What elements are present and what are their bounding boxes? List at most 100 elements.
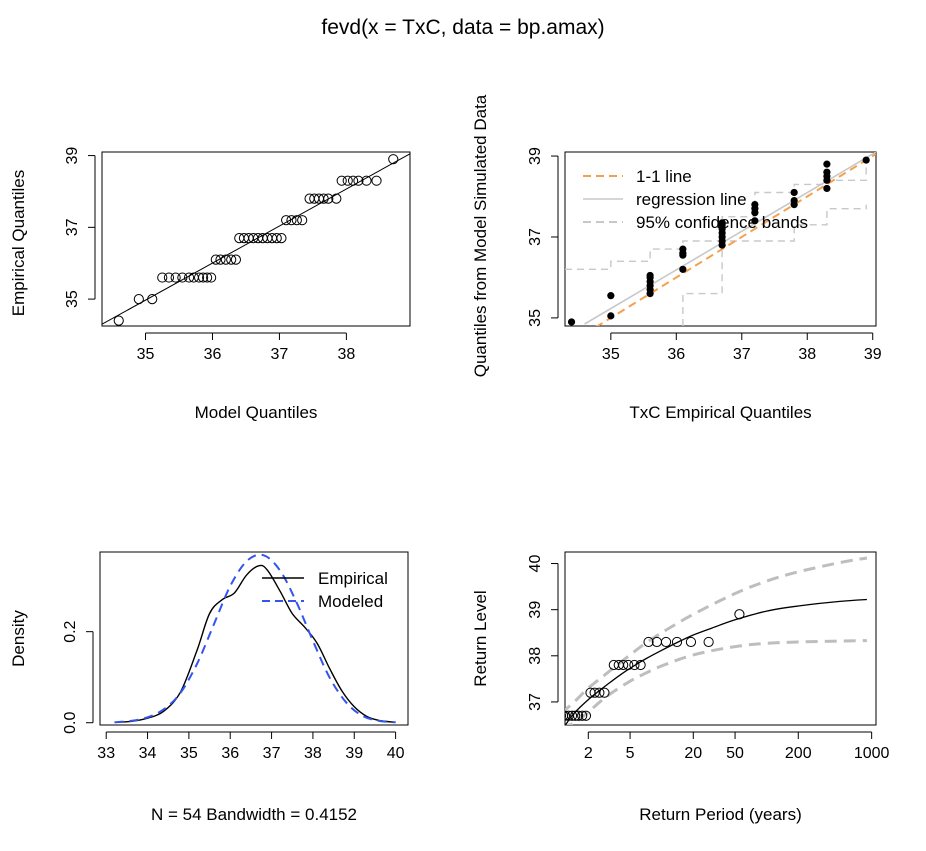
- y-tick-label: 39: [64, 147, 81, 165]
- data-point: [703, 636, 714, 648]
- data-point: [570, 710, 581, 721]
- data-point: [599, 687, 610, 698]
- panel-return-level: 2 5 20 50 200 1000 37 38 39 40 Return Period (year…: [471, 551, 890, 824]
- x-tick-label: 38: [337, 346, 355, 363]
- y-tick-label: 0.2: [62, 620, 79, 642]
- data-point: [646, 271, 654, 280]
- data-point: [226, 254, 237, 265]
- x-tick-label: 1000: [854, 745, 890, 762]
- legend-label: regression line: [636, 190, 747, 209]
- x-tick-label: 36: [204, 346, 222, 363]
- modeled-density-line: [114, 553, 396, 724]
- x-tick-label: 36: [667, 346, 685, 363]
- return-level-line: [565, 598, 867, 725]
- data-point: [553, 711, 562, 720]
- data-point: [133, 293, 144, 305]
- data-point: [594, 687, 605, 698]
- x-tick-label: 37: [271, 346, 289, 363]
- x-tick-label: 38: [798, 346, 816, 363]
- data-point: [210, 254, 221, 265]
- data-point: [331, 193, 342, 204]
- legend-label: 95% confidence bands: [636, 213, 808, 232]
- x-tick-label: 37: [733, 346, 751, 363]
- data-point: [565, 711, 569, 721]
- plot-frame: [564, 151, 877, 327]
- x-tick-label: 50: [726, 745, 744, 762]
- y-axis-label: Return Level: [471, 590, 490, 686]
- data-point: [823, 184, 831, 193]
- y-axis-label: Density: [9, 610, 28, 667]
- plot-area: [565, 152, 876, 326]
- data-point: [751, 217, 759, 225]
- data-point: [281, 215, 292, 226]
- data-point: [215, 254, 226, 265]
- x-tick-label: 5: [626, 745, 635, 762]
- data-point: [206, 272, 217, 283]
- data-point: [643, 636, 654, 648]
- panel-density: 33 34 35 36 37 38 39 40 0.0 0.2 N = 54 Bandwidth =…: [9, 551, 409, 824]
- y-tick-label: 39: [527, 601, 544, 619]
- plot-frame: [99, 551, 409, 726]
- data-point: [336, 175, 347, 186]
- legend-label: 1-1 line: [636, 167, 692, 186]
- y-tick-label: 35: [527, 309, 544, 327]
- data-point: [623, 659, 634, 671]
- data-point: [353, 175, 364, 186]
- data-point: [323, 193, 334, 204]
- data-point: [193, 272, 205, 283]
- x-tick-label: 40: [387, 745, 405, 762]
- data-point: [361, 175, 372, 186]
- data-point: [751, 201, 759, 209]
- data-point: [607, 292, 615, 300]
- data-point: [671, 636, 683, 648]
- y-tick-label: 37: [527, 228, 544, 246]
- legend-label: Empirical: [318, 569, 388, 588]
- data-point: [388, 154, 399, 165]
- data-point: [565, 712, 567, 719]
- data-point: [297, 215, 308, 226]
- data-point: [577, 710, 588, 721]
- empirical-density-line: [114, 564, 396, 723]
- panel-simulated-quantiles: 35 36 37 38 39 35 37 39 TxC Empirical Quantiles Q…: [471, 94, 882, 422]
- data-point: [679, 245, 687, 253]
- plot-area: [102, 153, 410, 326]
- y-tick-label: 38: [527, 647, 544, 665]
- data-point: [183, 272, 195, 283]
- legend-label: Modeled: [318, 592, 383, 611]
- x-tick-label: 35: [180, 745, 198, 762]
- data-point: [589, 687, 600, 698]
- x-axis-label: N = 54 Bandwidth = 0.4152: [151, 805, 357, 824]
- data-point: [862, 156, 870, 164]
- data-point: [291, 215, 302, 226]
- data-point: [718, 219, 726, 227]
- x-tick-label: 35: [602, 346, 620, 363]
- data-point: [823, 160, 831, 168]
- data-point: [580, 710, 592, 721]
- x-tick-label: 33: [97, 745, 115, 762]
- data-point: [230, 254, 242, 265]
- x-tick-label: 35: [137, 346, 155, 363]
- lower-confidence-line: [565, 639, 867, 725]
- data-point: [635, 659, 646, 671]
- confidence-band-lower: [682, 204, 867, 326]
- x-axis-label: Model Quantiles: [195, 403, 318, 422]
- data-point: [566, 710, 578, 721]
- x-tick-label: 20: [684, 745, 702, 762]
- data-point: [734, 609, 745, 620]
- fit-line: [102, 153, 410, 325]
- x-tick-label: 37: [263, 745, 281, 762]
- data-point: [342, 175, 353, 186]
- data-point: [790, 188, 798, 197]
- x-tick-label: 39: [864, 346, 882, 363]
- y-axis-label: Quantiles from Model Simulated Data: [471, 94, 490, 377]
- data-point: [220, 254, 231, 265]
- plot-area: [114, 553, 396, 724]
- data-point: [170, 272, 181, 283]
- data-point: [660, 636, 672, 648]
- data-point: [685, 636, 697, 648]
- data-point: [198, 272, 209, 283]
- y-axis-label: Empirical Quantiles: [9, 170, 28, 316]
- data-point: [565, 710, 571, 721]
- data-point: [157, 272, 168, 283]
- panel-qq-plot: 35 36 37 38 35 37 39 Model Quantiles Empirical Q…: [9, 147, 411, 422]
